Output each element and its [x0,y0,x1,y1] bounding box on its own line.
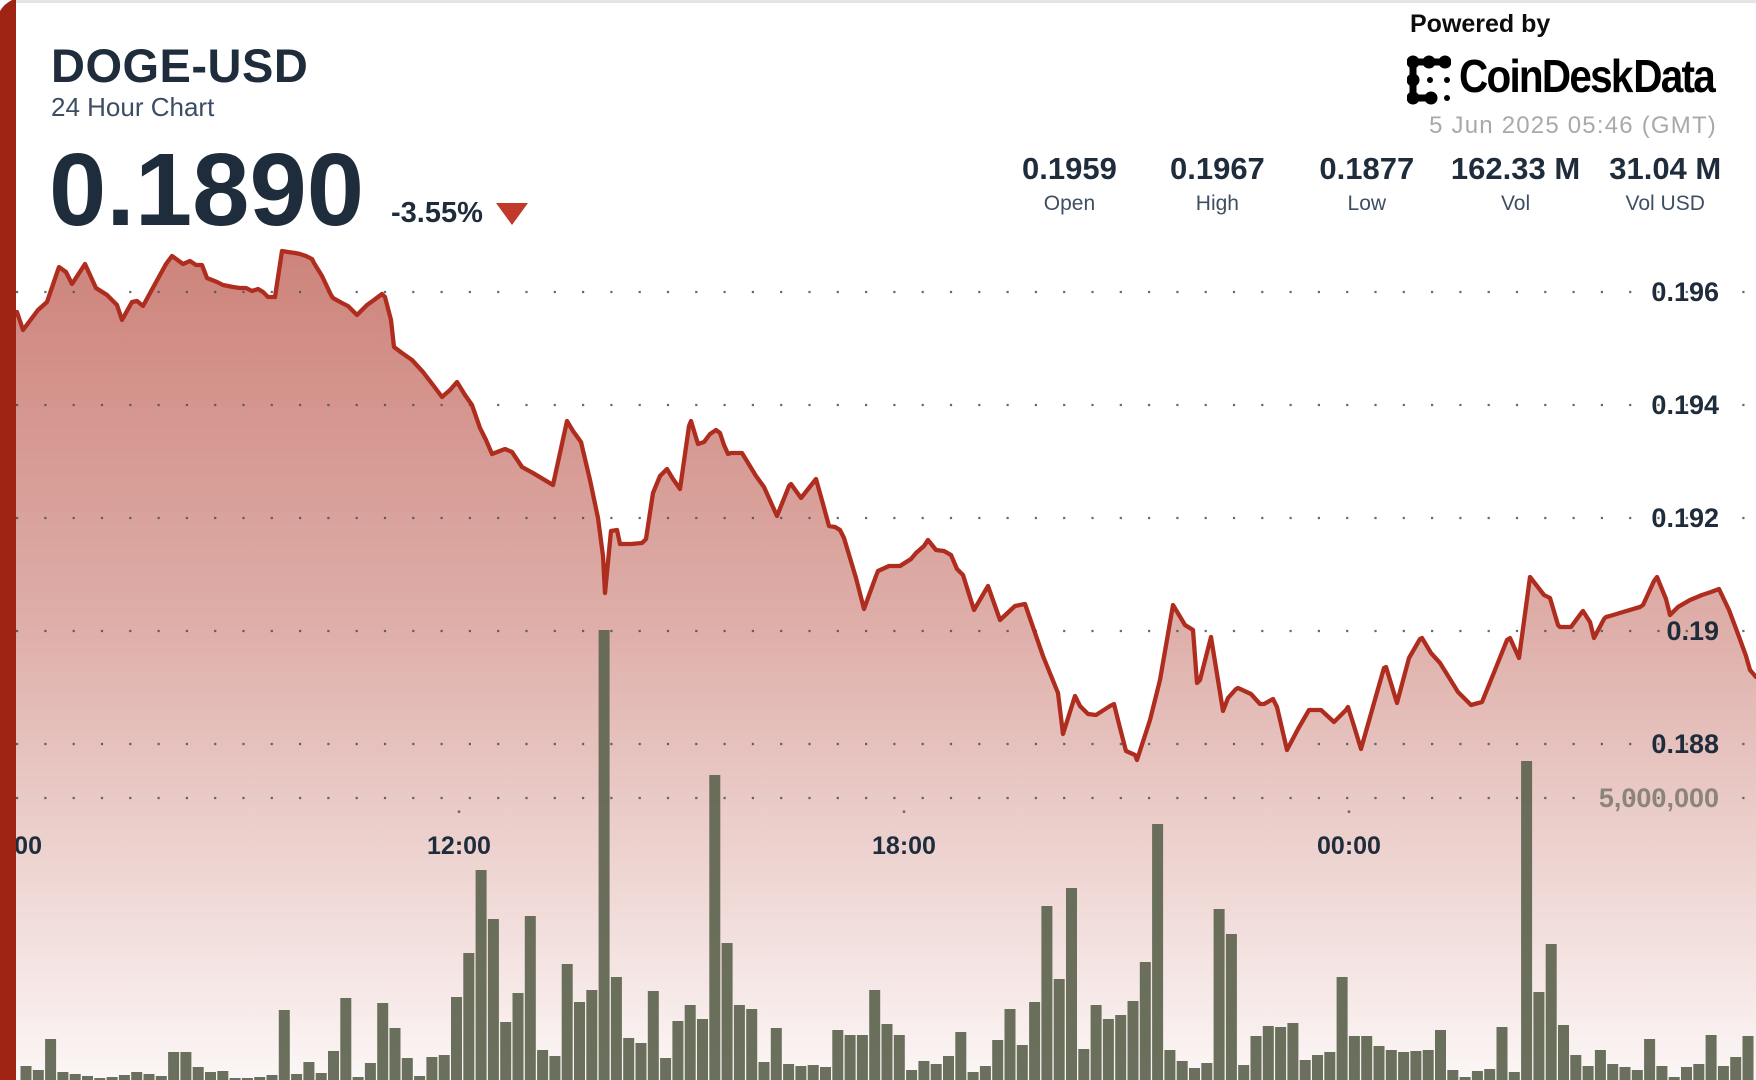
svg-text:5,000,000: 5,000,000 [1599,783,1719,813]
svg-text:12:00: 12:00 [427,832,491,860]
svg-text:0.192: 0.192 [1651,503,1719,533]
svg-text:18:00: 18:00 [872,832,936,860]
svg-text:0.188: 0.188 [1651,729,1719,759]
svg-text:0.196: 0.196 [1651,277,1719,307]
svg-text:0.19: 0.19 [1666,616,1719,646]
svg-text:0.194: 0.194 [1651,390,1719,420]
svg-text:00:00: 00:00 [1317,832,1381,860]
